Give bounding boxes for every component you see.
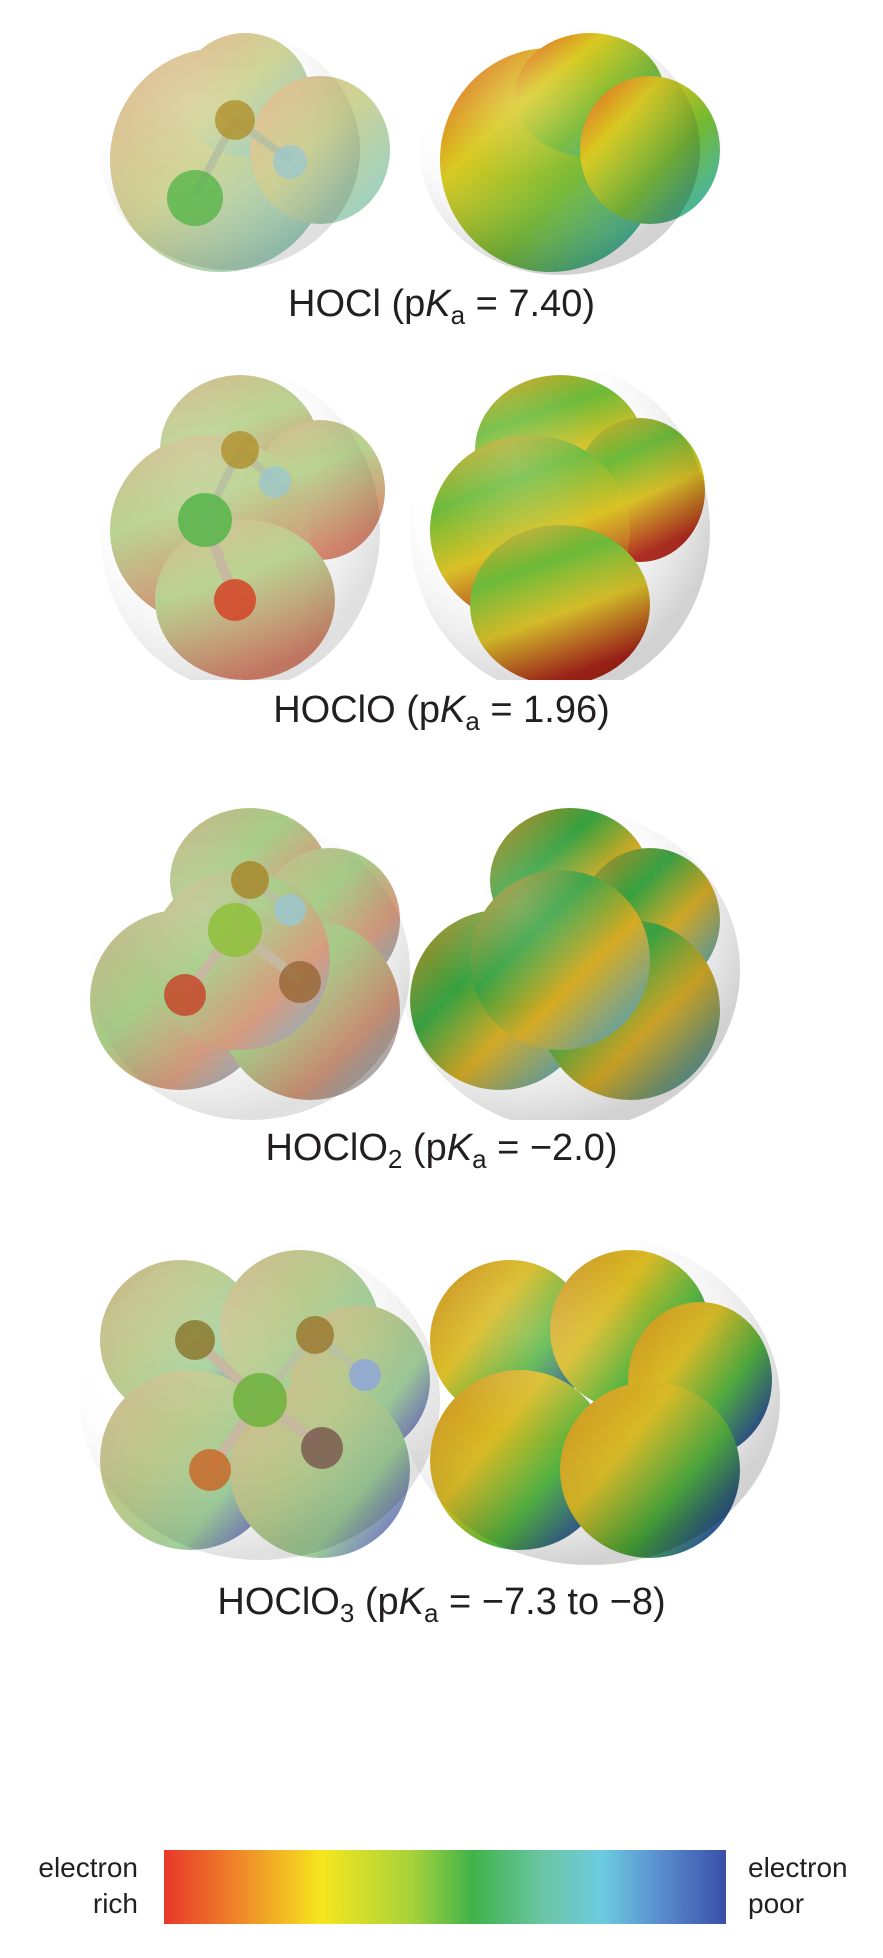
hocl-solid-map [420, 25, 720, 275]
oxygen-atom [231, 861, 269, 899]
pka-prefix: (p [395, 689, 441, 731]
hoclo2-solid-map [400, 808, 740, 1120]
hydrogen-atom [274, 894, 306, 926]
pka-k: K [440, 689, 466, 731]
pka-a: a [472, 1144, 487, 1174]
legend-left-line2: rich [92, 1888, 138, 1919]
hoclo3-potential-maps [80, 1235, 780, 1565]
hoclo3-caption: HOClO3 (pKa = −7.3 to −8) [0, 1580, 883, 1626]
oxygen-atom [175, 1320, 215, 1360]
oxygen-atom [215, 100, 255, 140]
pka-value: = −7.3 to −8) [438, 1581, 666, 1623]
pka-value: = 7.40) [465, 283, 595, 325]
formula: HOClO [273, 689, 396, 731]
formula: HOClO [217, 1581, 340, 1623]
oxygen-atom [296, 1316, 334, 1354]
pka-prefix: (p [380, 283, 426, 325]
hoclo2-transparent-map [90, 808, 410, 1120]
chlorine-atom [233, 1373, 287, 1427]
chlorine-atom [167, 170, 223, 226]
hoclo3-solid-map [400, 1235, 780, 1565]
molecule-row-hoclo3: HOClO3 (pKa = −7.3 to −8) [0, 1230, 883, 1630]
molecule-row-hocl: HOCl (pKa = 7.40) [0, 0, 883, 340]
oxygen-atom [301, 1427, 343, 1469]
hydrogen-atom [259, 466, 291, 498]
formula-subscript: 3 [339, 1598, 355, 1628]
pka-k: K [425, 283, 451, 325]
legend-right-line1: electron [748, 1852, 848, 1883]
hydrogen-atom [273, 145, 307, 179]
pka-a: a [450, 300, 466, 330]
pka-value: = 1.96) [479, 689, 610, 731]
pka-prefix: (p [402, 1127, 447, 1169]
electron-density-legend: electron rich electron poor [0, 1830, 883, 1950]
molecule-row-hoclo2: HOClO2 (pKa = −2.0) [0, 790, 883, 1180]
legend-electron-rich-label: electron rich [14, 1850, 138, 1922]
legend-left-line1: electron [38, 1852, 138, 1883]
pka-value: = −2.0) [486, 1127, 618, 1169]
oxygen-atom [189, 1449, 231, 1491]
hoclo-potential-maps [100, 365, 710, 680]
pka-k: K [446, 1127, 473, 1169]
formula-subscript: 2 [387, 1144, 403, 1174]
legend-electron-poor-label: electron poor [748, 1850, 872, 1922]
pka-a: a [424, 1598, 439, 1628]
chlorine-atom [178, 493, 232, 547]
oxygen-atom [164, 974, 206, 1016]
oxygen-atom [214, 579, 256, 621]
oxygen-atom [279, 961, 321, 1003]
chlorine-atom [208, 903, 262, 957]
legend-right-line2: poor [748, 1888, 805, 1919]
pka-a: a [465, 706, 480, 736]
hoclo3-transparent-map [80, 1240, 440, 1560]
oxygen-atom [221, 431, 259, 469]
formula: HOCl [288, 283, 381, 325]
pka-prefix: (p [354, 1581, 399, 1623]
hoclo-caption: HOClO (pKa = 1.96) [0, 688, 883, 734]
hocl-caption: HOCl (pKa = 7.40) [0, 282, 883, 328]
pka-k: K [398, 1581, 425, 1623]
hocl-potential-maps [100, 25, 720, 275]
hoclo-solid-map [410, 365, 710, 680]
hoclo2-potential-maps [90, 808, 740, 1120]
hoclo2-caption: HOClO2 (pKa = −2.0) [0, 1126, 883, 1172]
molecule-row-hoclo: HOClO (pKa = 1.96) [0, 360, 883, 740]
legend-color-bar [164, 1850, 726, 1924]
hoclo-transparent-map [100, 370, 385, 680]
hydrogen-atom [349, 1359, 381, 1391]
hocl-transparent-map [100, 30, 390, 272]
formula: HOClO [265, 1127, 388, 1169]
